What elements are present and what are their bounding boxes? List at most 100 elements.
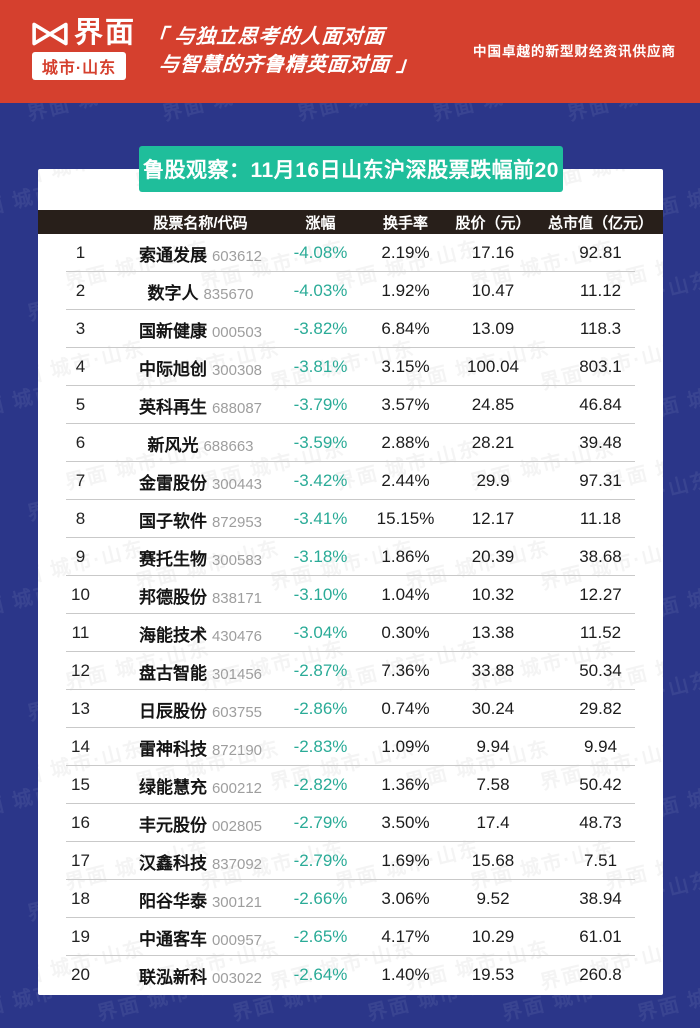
stocks-card: 界面 城市·山东 界面 城市·山东 界面 城市·山东 界面 城市·山东 界面 城市·山东… [38,169,663,995]
stock-name: 英科再生 [138,397,207,417]
market-cap-value: 50.34 [579,661,622,680]
page-title: 鲁股观察：11月16日山东沪深股票跌幅前20 [143,159,559,182]
stock-name: 雷神科技 [138,739,207,759]
stock-code: 300308 [211,361,263,379]
stock-name-code: 英科再生 688087 [123,393,278,418]
change-value: -2.83% [293,737,348,756]
rank-value: 6 [75,433,86,452]
table-row: 8 国子软件 872953 -3.41% 15.15% 12.17 11.18 [38,500,663,538]
table-row: 9 赛托生物 300583 -3.18% 1.86% 20.39 38.68 [38,538,663,576]
turnover-value: 3.57% [381,395,430,414]
price-value: 30.24 [471,699,515,718]
table-row: 16 丰元股份 002805 -2.79% 3.50% 17.4 48.73 [38,804,663,842]
rank-value: 5 [75,395,86,414]
change-value: -2.64% [293,965,348,984]
price-value: 17.4 [476,813,510,832]
change-value: -3.10% [293,585,348,604]
market-cap-value: 46.84 [579,395,622,414]
turnover-value: 1.09% [381,737,430,756]
market-cap-value: 97.31 [579,471,622,490]
rank-value: 13 [71,699,90,718]
rank-value: 16 [71,813,90,832]
quote-line-2: 与智慧的齐鲁精英面对面 」 [158,54,419,76]
stock-code: 835670 [203,285,254,303]
stock-name: 数字人 [147,283,199,303]
stock-name-code: 联泓新科 003022 [123,963,278,988]
stock-name: 中通客车 [138,929,207,949]
change-value: -3.81% [293,357,348,376]
table-row: 17 汉鑫科技 837092 -2.79% 1.69% 15.68 7.51 [38,842,663,880]
market-cap-value: 39.48 [579,433,622,452]
market-cap-value: 11.18 [579,509,622,528]
stock-name: 索通发展 [138,245,207,265]
turnover-value: 2.88% [381,433,430,452]
rank-value: 1 [75,243,86,262]
turnover-value: 3.06% [381,889,430,908]
stock-name: 盘古智能 [138,663,207,683]
rank-value: 7 [75,471,86,490]
stock-name-code: 中际旭创 300308 [123,355,278,380]
table-row: 19 中通客车 000957 -2.65% 4.17% 10.29 61.01 [38,918,663,956]
change-value: -4.08% [293,243,348,262]
rank-value: 4 [75,357,86,376]
price-value: 15.68 [471,851,515,870]
rank-value: 10 [71,585,90,604]
stock-code: 872953 [211,513,263,531]
market-cap-value: 7.51 [583,851,618,870]
stock-code: 430476 [211,627,263,645]
market-cap-value: 50.42 [579,775,622,794]
price-value: 10.32 [471,585,515,604]
rank-value: 8 [75,509,86,528]
price-value: 13.38 [471,623,515,642]
stock-name-code: 国新健康 000503 [123,317,278,342]
stock-code: 688663 [203,437,254,455]
price-value: 10.29 [471,927,515,946]
price-value: 7.58 [476,775,510,794]
stock-code: 300121 [211,893,263,911]
market-cap-value: 11.12 [579,281,622,300]
change-value: -2.66% [293,889,348,908]
price-value: 17.16 [471,243,515,262]
change-value: -2.79% [293,813,348,832]
change-value: -2.82% [293,775,348,794]
rank-value: 2 [75,281,86,300]
logo-region-badge: 城市·山东 [32,52,126,80]
turnover-value: 1.86% [381,547,430,566]
change-value: -2.65% [293,927,348,946]
table-body: 1 索通发展 603612 -4.08% 2.19% 17.16 92.81 2… [38,234,663,994]
turnover-value: 1.69% [381,851,430,870]
stock-code: 300443 [211,475,263,493]
price-value: 10.47 [471,281,515,300]
table-row: 7 金雷股份 300443 -3.42% 2.44% 29.9 97.31 [38,462,663,500]
rank-value: 3 [75,319,86,338]
change-value: -2.79% [293,851,348,870]
stock-name-code: 盘古智能 301456 [123,659,278,684]
stock-name: 国新健康 [138,321,207,341]
price-value: 29.9 [476,471,510,490]
change-value: -3.04% [293,623,348,642]
stock-name-code: 新风光 688663 [123,431,278,456]
stock-name-code: 雷神科技 872190 [123,735,278,760]
stock-name: 金雷股份 [138,473,207,493]
price-value: 9.52 [476,889,510,908]
price-value: 12.17 [471,509,515,528]
table-row: 20 联泓新科 003022 -2.64% 1.40% 19.53 260.8 [38,956,663,994]
stock-name: 联泓新科 [138,967,207,987]
table-row: 14 雷神科技 872190 -2.83% 1.09% 9.94 9.94 [38,728,663,766]
turnover-value: 7.36% [381,661,430,680]
column-header-market-cap: 总市值（亿元） [547,214,653,232]
market-cap-value: 92.81 [579,243,622,262]
rank-value: 12 [71,661,90,680]
stock-name: 新风光 [147,435,199,455]
market-cap-value: 61.01 [579,927,622,946]
market-cap-value: 38.68 [579,547,622,566]
market-cap-value: 12.27 [579,585,622,604]
stock-name: 阳谷华泰 [138,891,207,911]
price-value: 13.09 [471,319,515,338]
change-value: -3.18% [293,547,348,566]
turnover-value: 0.30% [381,623,430,642]
table-row: 10 邦德股份 838171 -3.10% 1.04% 10.32 12.27 [38,576,663,614]
stock-name: 中际旭创 [138,359,207,379]
turnover-value: 2.44% [381,471,430,490]
market-cap-value: 11.52 [579,623,622,642]
